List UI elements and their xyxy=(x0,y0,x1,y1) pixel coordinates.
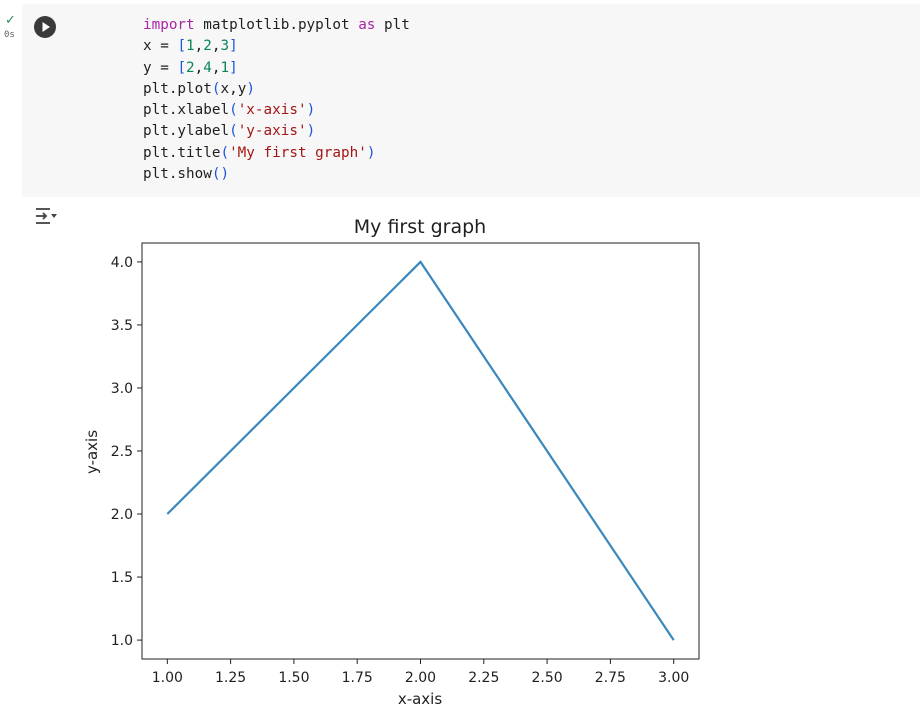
code-token: x = xyxy=(143,38,178,55)
code-token: plt.plot xyxy=(143,80,212,97)
code-line: y = [2,4,1] xyxy=(143,58,410,79)
code-token: ] xyxy=(229,59,238,76)
y-tick-label: 4.0 xyxy=(111,255,133,271)
y-tick-label: 2.5 xyxy=(111,444,133,460)
x-tick-label: 1.25 xyxy=(215,670,246,686)
run-cell-button[interactable] xyxy=(34,16,56,38)
code-line: plt.ylabel('y-axis') xyxy=(143,121,410,142)
code-token: matplotlib.pyplot xyxy=(194,17,359,33)
code-token: plt.show xyxy=(143,166,212,183)
code-token: () xyxy=(211,166,230,183)
code-token: plt.xlabel xyxy=(143,102,230,119)
code-token: ) xyxy=(306,102,316,119)
play-icon xyxy=(42,22,50,32)
code-token: 2 xyxy=(203,38,212,55)
code-token: , xyxy=(194,38,204,55)
code-token: plt xyxy=(375,17,410,33)
code-token: x,y xyxy=(220,80,247,97)
y-tick-label: 2.0 xyxy=(111,507,133,523)
code-token: ( xyxy=(229,102,238,119)
code-line: plt.title('My first graph') xyxy=(143,143,410,164)
y-tick-label: 3.0 xyxy=(111,381,133,397)
chart-title: My first graph xyxy=(354,216,486,238)
code-line: plt.show() xyxy=(143,164,410,185)
code-token: 3 xyxy=(220,38,230,55)
y-tick-label: 1.0 xyxy=(111,633,133,649)
x-tick-label: 1.50 xyxy=(278,670,309,686)
code-token: ) xyxy=(306,123,316,140)
code-line: plt.plot(x,y) xyxy=(143,79,410,100)
output-toggle-icon[interactable] xyxy=(34,206,58,226)
code-token: , xyxy=(211,38,221,55)
x-tick-label: 1.75 xyxy=(342,670,373,686)
code-token: y = xyxy=(143,59,178,76)
code-token: , xyxy=(211,59,221,76)
code-token: ( xyxy=(229,123,238,140)
code-token: , xyxy=(194,59,204,76)
x-tick-label: 3.00 xyxy=(658,670,689,686)
check-icon: ✓ xyxy=(5,13,16,28)
code-token: ( xyxy=(211,80,221,97)
code-line: plt.xlabel('x-axis') xyxy=(143,100,410,121)
code-token: [ xyxy=(177,38,187,55)
code-token: ) xyxy=(246,80,255,97)
x-tick-label: 2.25 xyxy=(468,670,499,686)
code-token: ) xyxy=(366,144,376,161)
code-token: plt.ylabel xyxy=(143,123,230,140)
code-token: ] xyxy=(229,38,238,55)
code-token: 'x-axis' xyxy=(237,102,307,119)
code-line: x = [1,2,3] xyxy=(143,36,410,57)
code-token: 'My first graph' xyxy=(229,144,367,161)
x-tick-label: 2.75 xyxy=(595,670,626,686)
code-token: ( xyxy=(220,144,230,161)
code-token: import xyxy=(143,17,195,33)
y-tick-label: 1.5 xyxy=(111,570,133,586)
code-token: 'y-axis' xyxy=(237,123,307,140)
x-tick-label: 2.00 xyxy=(405,670,436,686)
execution-time: 0s xyxy=(4,30,15,40)
cell-gutter: ✓ 0s xyxy=(0,0,22,200)
code-line: import matplotlib.pyplot as plt xyxy=(143,15,410,36)
code-token: 1 xyxy=(220,59,230,76)
x-tick-label: 2.50 xyxy=(532,670,563,686)
code-token: [ xyxy=(177,59,187,76)
code-editor[interactable]: import matplotlib.pyplot as plt x = [1,2,… xyxy=(143,15,410,185)
code-cell[interactable]: import matplotlib.pyplot as plt x = [1,2,… xyxy=(22,4,920,197)
code-token: plt.title xyxy=(143,144,221,161)
code-token: 2 xyxy=(186,59,195,76)
y-tick-label: 3.5 xyxy=(111,318,133,334)
plot-frame xyxy=(141,242,700,660)
x-axis-label: x-axis xyxy=(398,690,443,708)
y-axis-label: y-axis xyxy=(83,430,101,474)
code-token: 4 xyxy=(203,59,212,76)
x-tick-label: 1.00 xyxy=(152,670,183,686)
series-line xyxy=(166,260,675,641)
code-token: as xyxy=(358,17,376,33)
code-token: 1 xyxy=(186,38,195,55)
